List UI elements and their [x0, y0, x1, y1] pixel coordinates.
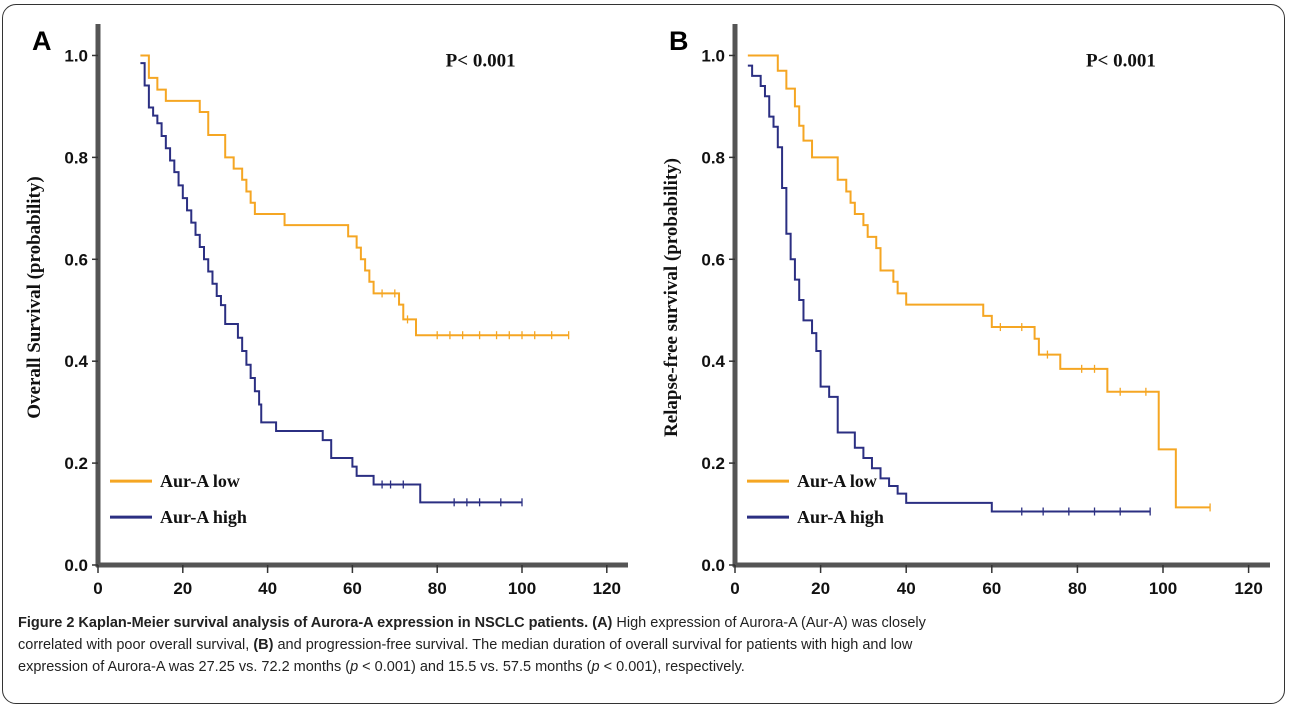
y-tick-label: 0.0	[64, 556, 88, 575]
y-axis-label: Relapse-free survival (probability)	[661, 158, 682, 437]
y-tick-label: 0.8	[64, 148, 88, 167]
caption-p-symbol-2: p	[591, 659, 600, 675]
x-tick-label: 60	[982, 579, 1001, 598]
y-tick-label: 0.4	[64, 352, 88, 371]
survival-curve-aur-a-low	[747, 54, 1211, 509]
caption-text-3: and progression-free survival. The media…	[273, 637, 913, 653]
x-tick-label: 100	[1149, 579, 1177, 598]
legend-label: Aur-A low	[160, 471, 240, 491]
y-tick-label: 1.0	[64, 46, 88, 65]
survival-curve-aur-a-low	[140, 54, 569, 337]
x-tick-label: 0	[93, 579, 102, 598]
p-value-annotation: P< 0.001	[1086, 51, 1156, 72]
survival-chart-a: A0.00.20.40.60.81.0020406080100120Time S…	[24, 24, 628, 598]
y-tick-label: 0.2	[701, 454, 725, 473]
figure-caption: Figure 2 Kaplan-Meier survival analysis …	[18, 612, 1273, 678]
p-value-annotation: P< 0.001	[446, 51, 516, 72]
legend-label: Aur-A high	[797, 507, 884, 527]
x-tick-label: 40	[258, 579, 277, 598]
y-tick-label: 0.6	[64, 250, 88, 269]
survival-curve-aur-a-high	[747, 64, 1151, 513]
y-tick-label: 0.2	[64, 454, 88, 473]
x-tick-label: 120	[1234, 579, 1262, 598]
panel-label: A	[32, 26, 52, 56]
x-tick-label: 0	[730, 579, 739, 598]
caption-text-2: correlated with poor overall survival,	[18, 637, 254, 653]
x-tick-label: 100	[508, 579, 536, 598]
x-tick-label: 80	[1068, 579, 1087, 598]
y-tick-label: 0.4	[701, 352, 725, 371]
figure-frame	[2, 4, 1285, 704]
y-axis-label: Overall Survival (probability)	[24, 176, 45, 418]
survival-chart-b: B0.00.20.40.60.81.0020406080100120Time S…	[661, 24, 1270, 598]
x-tick-label: 80	[428, 579, 447, 598]
caption-text-4: expression of Aurora-A was 27.25 vs. 72.…	[18, 659, 351, 675]
caption-panel-a-ref: (A)	[592, 615, 613, 631]
x-tick-label: 120	[593, 579, 621, 598]
survival-curve-aur-a-high	[140, 62, 522, 504]
caption-text-1: High expression of Aurora-A (Aur-A) was …	[612, 615, 926, 631]
panel-label: B	[669, 26, 689, 56]
x-tick-label: 20	[811, 579, 830, 598]
legend-label: Aur-A low	[797, 471, 877, 491]
x-tick-label: 60	[343, 579, 362, 598]
caption-text-5: < 0.001) and 15.5 vs. 57.5 months (	[358, 659, 592, 675]
caption-title: Figure 2 Kaplan-Meier survival analysis …	[18, 615, 589, 631]
y-tick-label: 0.6	[701, 250, 725, 269]
y-tick-label: 0.0	[701, 556, 725, 575]
x-tick-label: 40	[897, 579, 916, 598]
y-tick-label: 1.0	[701, 46, 725, 65]
x-tick-label: 20	[173, 579, 192, 598]
y-tick-label: 0.8	[701, 148, 725, 167]
caption-p-symbol-1: p	[350, 659, 359, 675]
caption-text-6: < 0.001), respectively.	[599, 659, 745, 675]
legend-label: Aur-A high	[160, 507, 247, 527]
caption-panel-b-ref: (B)	[253, 637, 274, 653]
